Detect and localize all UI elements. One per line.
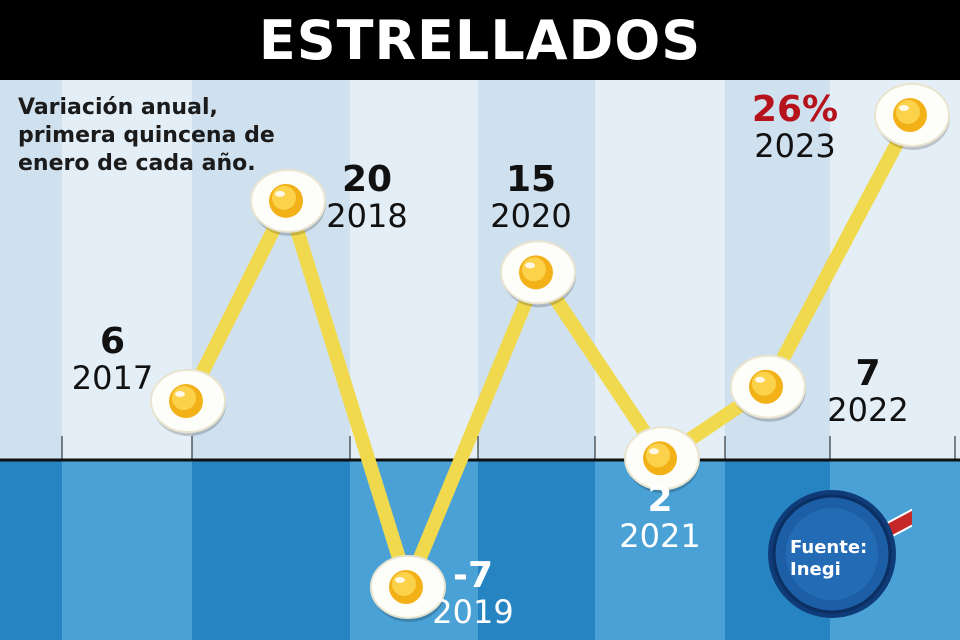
source-label: Fuente: <box>790 537 868 558</box>
egg-yolk-highlight <box>646 443 670 468</box>
egg-marker-2018 <box>250 168 326 236</box>
data-label-value: 6 <box>99 321 126 362</box>
data-label-value: 15 <box>505 159 557 200</box>
title-bar: ESTRELLADOS <box>0 0 960 80</box>
data-label-year: 2017 <box>71 359 154 397</box>
data-label-2019: -7 2019 <box>428 555 518 631</box>
data-label-value: -7 <box>453 555 493 596</box>
data-label-year: 2020 <box>490 197 572 235</box>
egg-shine <box>275 190 285 197</box>
egg-marker-2020 <box>500 240 576 308</box>
egg-yolk-highlight <box>522 257 546 282</box>
data-label-value: 2 <box>647 479 673 520</box>
egg-marker-2017 <box>150 369 226 437</box>
egg-shine <box>395 577 405 583</box>
data-label-year: 2022 <box>827 391 909 429</box>
egg-marker-2022 <box>730 354 806 422</box>
data-label-year: 2021 <box>619 517 701 555</box>
data-label-year: 2018 <box>326 197 408 235</box>
chart-background <box>0 80 960 640</box>
egg-yolk-highlight <box>172 386 196 411</box>
water-band <box>192 460 350 640</box>
data-label-value: 20 <box>341 159 393 200</box>
water-band <box>0 460 62 640</box>
egg-marker-2023 <box>874 83 950 150</box>
sky-band <box>595 80 725 460</box>
data-label-2022: 7 2022 <box>822 353 914 429</box>
frying-pan-icon <box>768 490 912 618</box>
markers-layer <box>150 83 950 622</box>
egg-shine <box>755 376 765 383</box>
data-label-2017: 6 2017 <box>70 321 155 397</box>
chart-title: ESTRELLADOS <box>258 8 702 72</box>
egg-yolk-highlight <box>272 185 296 210</box>
data-label-2018: 20 2018 <box>322 159 412 235</box>
data-label-value: 26% <box>751 89 839 130</box>
sky-band <box>0 80 62 460</box>
source-value: Inegi <box>790 559 841 580</box>
egg-marker-2019 <box>370 555 446 622</box>
egg-yolk-highlight <box>752 371 776 396</box>
egg-yolk-highlight <box>896 100 920 124</box>
data-label-2021: 2 2021 <box>614 479 706 555</box>
source-note: Fuente: Inegi <box>790 537 890 581</box>
data-label-value: 7 <box>855 353 881 394</box>
water-band <box>478 460 595 640</box>
egg-shine <box>525 262 535 269</box>
data-label-2020: 15 2020 <box>485 159 577 235</box>
egg-shine <box>649 448 659 455</box>
data-label-year: 2019 <box>432 593 514 631</box>
egg-shine <box>899 105 909 111</box>
line-chart <box>0 80 960 640</box>
data-label-year: 2023 <box>754 127 836 165</box>
chart-subtitle: Variación anual, primera quincena de ene… <box>18 95 275 176</box>
data-label-2023: 26% 2023 <box>746 89 844 165</box>
egg-marker-2021 <box>624 426 700 494</box>
water-band <box>62 460 192 640</box>
egg-shine <box>175 391 185 398</box>
egg-yolk-highlight <box>392 572 416 596</box>
sky-band <box>350 80 478 460</box>
